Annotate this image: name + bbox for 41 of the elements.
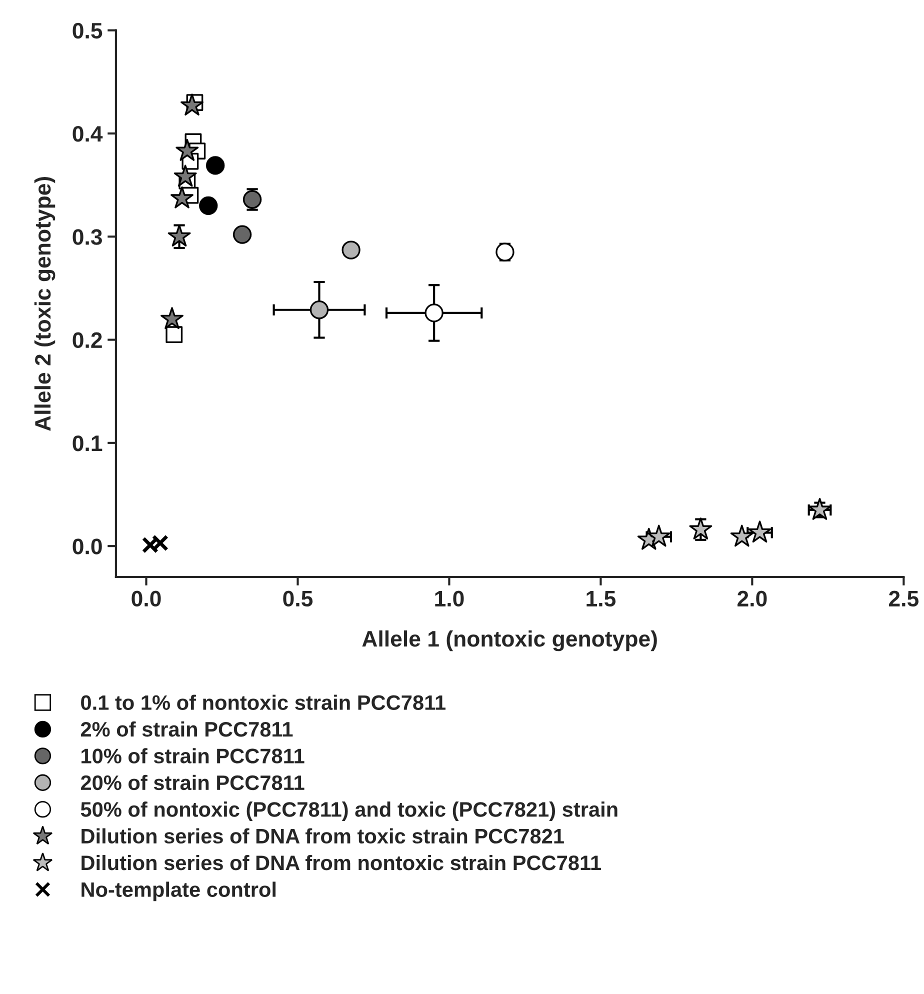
x-tick-label: 1.5	[586, 591, 616, 607]
legend-label: No-template control	[82, 882, 276, 902]
point	[424, 304, 444, 322]
y-axis-title: Allele 2 (toxic genotype)	[34, 176, 56, 431]
point	[808, 498, 832, 520]
x-axis-title: Allele 1 (nontoxic genotype)	[362, 630, 657, 652]
y-tick-label: 0.2	[72, 332, 102, 348]
point	[310, 300, 329, 320]
y-tick-label: 0.3	[72, 229, 102, 245]
point	[174, 164, 197, 187]
point	[176, 138, 199, 161]
point	[160, 307, 184, 330]
x-tick-label: 0.5	[283, 590, 313, 607]
legend-label: Dilution series of DNA from nontoxic strain PCC7811	[82, 854, 601, 870]
y-tick-label: 0.1	[72, 435, 102, 452]
point	[168, 224, 191, 247]
x-tick-label: 0.0	[132, 590, 161, 607]
x-tick-label: 2.0	[738, 590, 767, 607]
legend-label: 50% of nontoxic (PCC7811) and toxic (PCC7821) strain	[80, 802, 618, 821]
point	[232, 225, 252, 244]
legend-label: Dilution series of DNA from toxic strain PCC7821	[82, 828, 564, 844]
x-tick-label: 2.5	[889, 590, 918, 607]
legend-label: 0.1 to 1% of nontoxic strain PCC7811	[81, 694, 446, 710]
point	[730, 524, 754, 547]
legend-label: 20% of strain PCC7811	[80, 774, 304, 790]
point	[206, 156, 225, 175]
x-tick-label: 1.0	[435, 590, 464, 607]
point	[242, 190, 262, 209]
y-tick-label: 0.0	[72, 538, 102, 554]
point	[342, 240, 360, 260]
legend-label: 2% of strain PCC7811	[80, 721, 293, 737]
point	[647, 524, 670, 547]
point	[748, 520, 772, 543]
point	[199, 196, 218, 216]
y-tick-label: 0.5	[72, 22, 102, 39]
y-tick-label: 0.4	[72, 126, 103, 142]
point	[180, 94, 204, 116]
point	[689, 518, 712, 540]
point	[170, 186, 194, 208]
point	[166, 326, 183, 344]
legend-label: 10% of strain PCC7811	[82, 748, 304, 764]
